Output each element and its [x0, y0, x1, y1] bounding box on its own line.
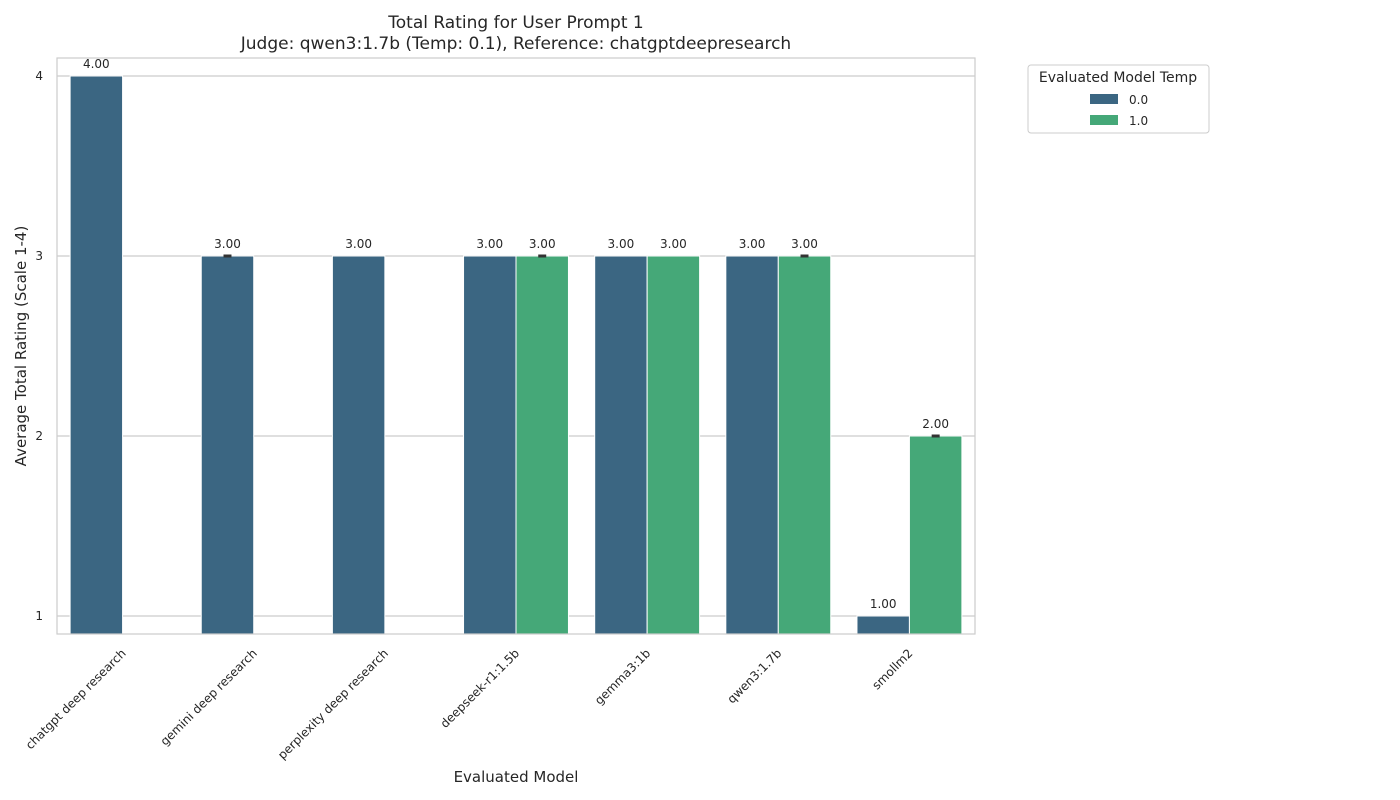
x-tick-label-6: smollm2 — [869, 646, 915, 692]
bar-6-series-1 — [908, 435, 963, 635]
bar-6-series-0 — [856, 615, 910, 635]
data-label-3-series-0: 3.00 — [476, 237, 503, 251]
bar-1-series-0 — [200, 255, 255, 635]
x-tick-label-5: qwen3:1.7b — [724, 646, 784, 706]
bar-3-series-0 — [463, 255, 517, 635]
x-tick-label-3: deepseek-r1:1.5b — [438, 646, 523, 731]
data-label-4-series-1: 3.00 — [660, 237, 687, 251]
bars — [69, 75, 963, 635]
y-axis-label: Average Total Rating (Scale 1-4) — [12, 226, 30, 467]
chart-title: Total Rating for User Prompt 1 — [387, 13, 643, 33]
legend-entry-1: 1.0 — [1129, 114, 1148, 128]
data-labels: 4.00 3.00 3.00 3.00 3.00 3.00 3.00 3.00 3.00 1.00… — [83, 57, 949, 611]
y-tick-label-0: 1 — [35, 609, 43, 623]
x-axis-label: Evaluated Model — [454, 768, 579, 786]
bar-4-series-0 — [594, 255, 648, 635]
legend-swatch-1 — [1090, 115, 1118, 125]
bar-0-series-0 — [69, 75, 124, 635]
legend-title: Evaluated Model Temp — [1039, 70, 1197, 86]
bar-2-series-0 — [331, 255, 386, 635]
data-label-0-series-0: 4.00 — [83, 57, 110, 71]
bar-5-series-0 — [725, 255, 779, 635]
legend: Evaluated Model Temp 0.0 1.0 — [1027, 64, 1210, 134]
x-tick-labels: chatgpt deep research gemini deep researc… — [23, 646, 916, 762]
legend-box — [1027, 64, 1210, 134]
legend-entry-0: 0.0 — [1129, 93, 1148, 107]
data-label-6-series-0: 1.00 — [870, 597, 897, 611]
data-label-1-series-0: 3.00 — [214, 237, 241, 251]
data-label-3-series-1: 3.00 — [529, 237, 556, 251]
data-label-5-series-1: 3.00 — [791, 237, 818, 251]
data-label-4-series-0: 3.00 — [608, 237, 635, 251]
bar-3-series-1 — [515, 255, 569, 635]
bar-5-series-1 — [777, 255, 832, 635]
y-tick-labels: 1 2 3 4 — [35, 69, 43, 623]
y-tick-label-2: 3 — [35, 249, 43, 263]
data-label-5-series-0: 3.00 — [739, 237, 766, 251]
x-tick-label-0: chatgpt deep research — [23, 646, 129, 752]
x-tick-label-1: gemini deep research — [158, 646, 260, 748]
data-label-6-series-1: 2.00 — [922, 417, 949, 431]
plot-frame — [56, 57, 976, 635]
chart-subtitle: Judge: qwen3:1.7b (Temp: 0.1), Reference… — [240, 34, 791, 54]
x-tick-label-4: gemma3:1b — [592, 646, 653, 707]
x-tick-label-2: perplexity deep research — [275, 646, 391, 762]
legend-swatch-0 — [1090, 94, 1118, 104]
y-tick-label-1: 2 — [35, 429, 43, 443]
data-label-2-series-0: 3.00 — [345, 237, 372, 251]
y-tick-label-3: 4 — [35, 69, 43, 83]
bar-4-series-1 — [646, 255, 701, 635]
